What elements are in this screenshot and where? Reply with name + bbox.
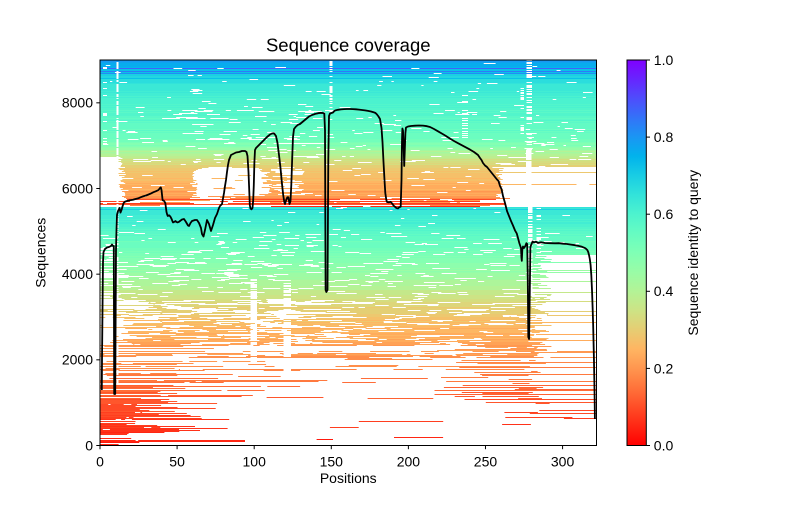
svg-text:0: 0 — [96, 454, 104, 470]
svg-text:Sequences: Sequences — [33, 218, 49, 288]
svg-text:Sequence identity to query: Sequence identity to query — [685, 170, 701, 336]
svg-text:50: 50 — [169, 454, 185, 470]
svg-text:6000: 6000 — [62, 180, 93, 196]
svg-text:0.2: 0.2 — [654, 360, 674, 376]
svg-text:8000: 8000 — [62, 95, 93, 111]
svg-text:Positions: Positions — [320, 470, 377, 486]
svg-text:300: 300 — [551, 454, 575, 470]
svg-text:0: 0 — [85, 437, 93, 453]
svg-text:4000: 4000 — [62, 266, 93, 282]
svg-text:2000: 2000 — [62, 352, 93, 368]
svg-text:1.0: 1.0 — [654, 52, 674, 68]
svg-text:100: 100 — [243, 454, 267, 470]
svg-text:0.0: 0.0 — [654, 437, 674, 453]
svg-text:150: 150 — [320, 454, 344, 470]
svg-text:250: 250 — [474, 454, 498, 470]
svg-text:0.8: 0.8 — [654, 129, 674, 145]
svg-text:Sequence coverage: Sequence coverage — [266, 35, 431, 56]
svg-text:200: 200 — [397, 454, 421, 470]
svg-text:0.4: 0.4 — [654, 283, 674, 299]
svg-text:0.6: 0.6 — [654, 206, 674, 222]
